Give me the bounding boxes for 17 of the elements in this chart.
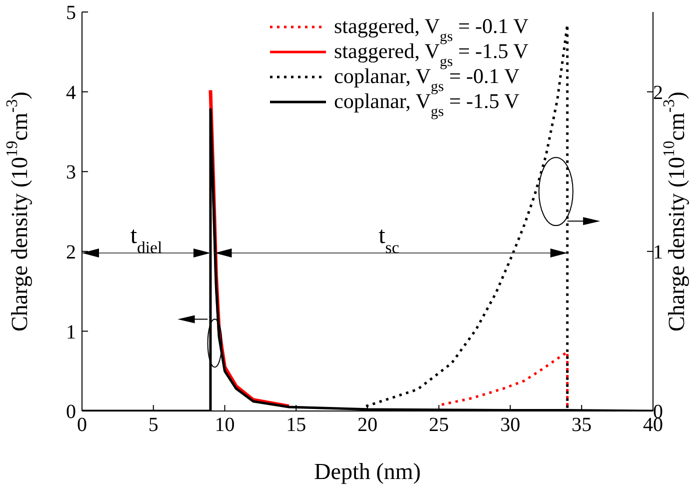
x-tick-label: 35 [572, 414, 592, 436]
x-tick-label: 15 [286, 414, 306, 436]
x-tick-label: 10 [214, 414, 235, 436]
y-tick-label: 1 [66, 321, 76, 344]
y-tick-label: 2 [66, 242, 76, 264]
x-axis-title: Depth (nm) [314, 459, 421, 484]
annotation: t$_{diel}$ [130, 222, 162, 256]
y-tick-label: 5 [66, 2, 76, 24]
x-tick-label: 20 [358, 414, 378, 436]
y2-tick-label: 1 [653, 242, 663, 264]
y-tick-label: 4 [66, 82, 76, 104]
x-tick-label: 30 [500, 414, 520, 436]
y2-tick-label: 2 [653, 82, 663, 104]
x-tick-label: 5 [148, 414, 158, 436]
x-tick-label: 25 [428, 414, 449, 436]
annotation: t$_{sc}$ [378, 222, 400, 256]
y-tick-label: 3 [66, 162, 76, 184]
